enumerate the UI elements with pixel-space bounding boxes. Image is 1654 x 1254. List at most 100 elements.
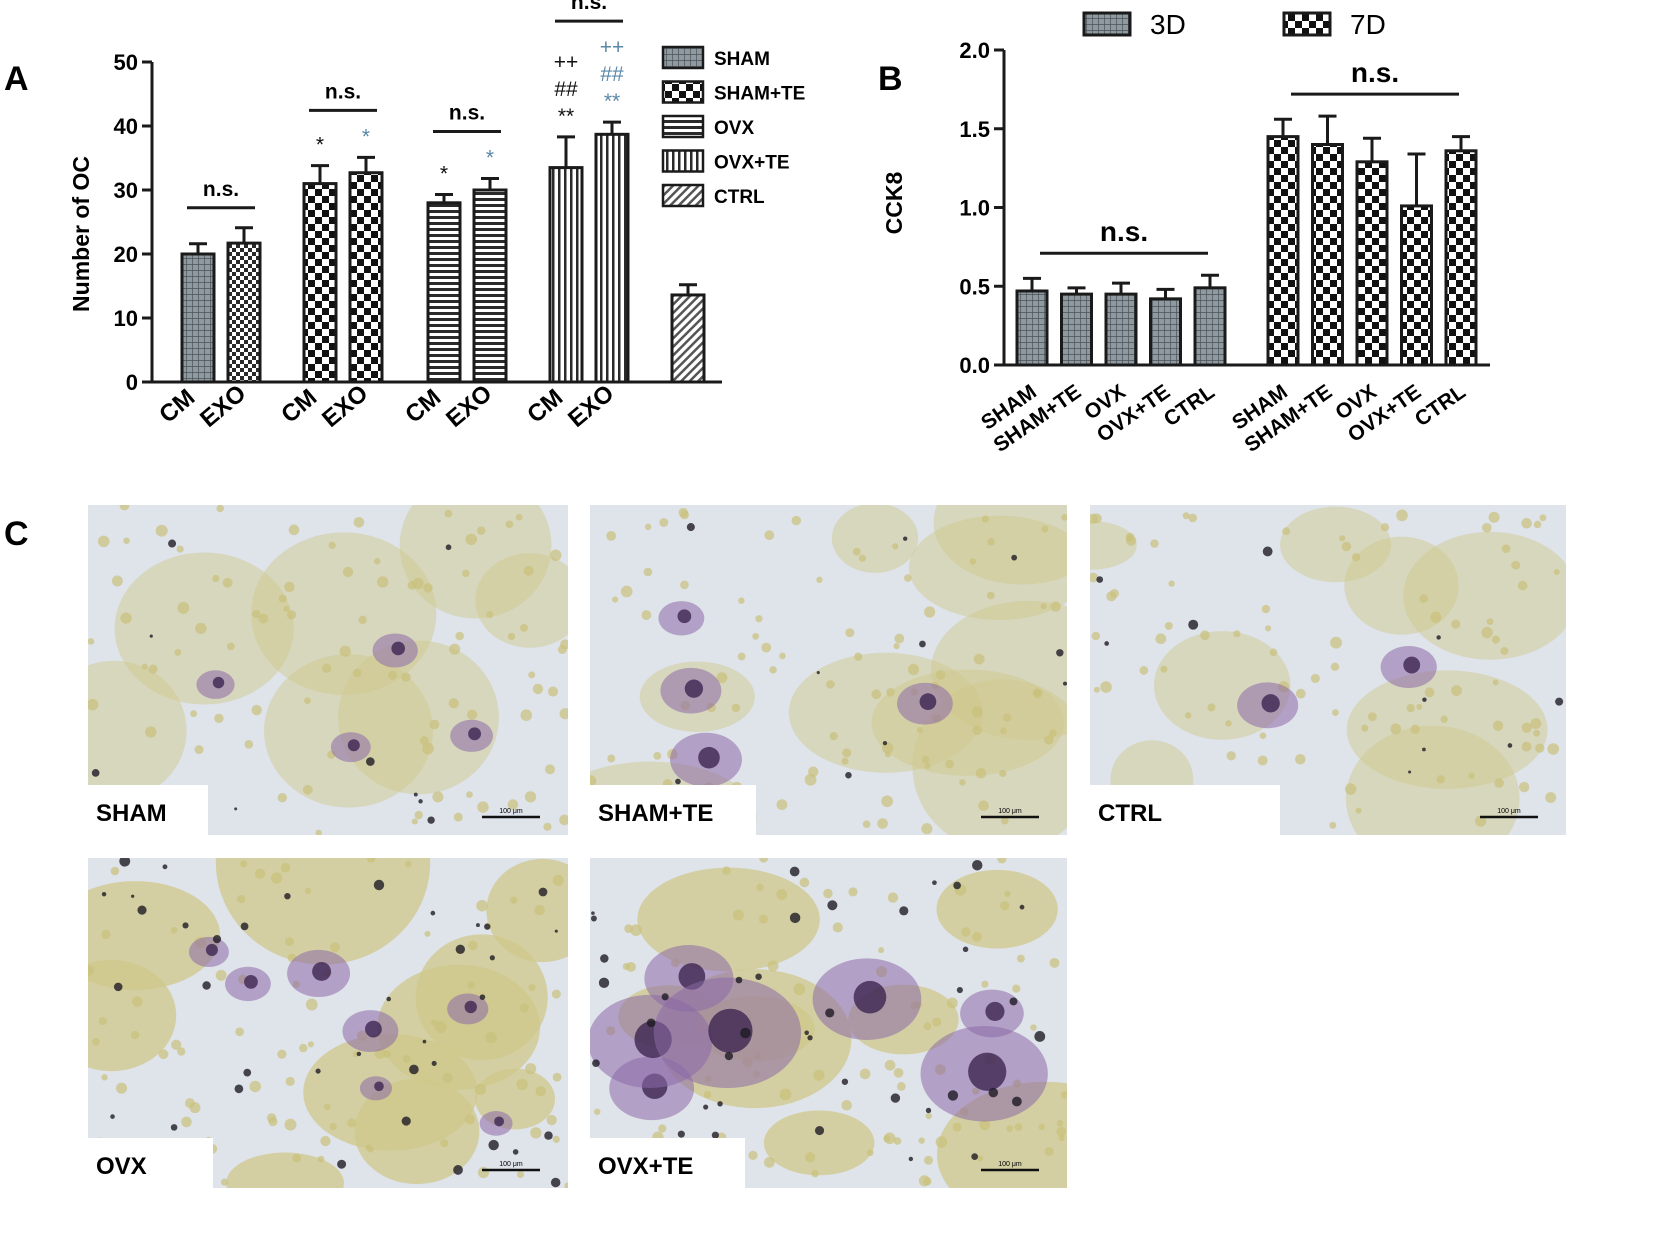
- scale-bar-label: 100 μm: [499, 1161, 523, 1168]
- cell: [883, 1135, 891, 1143]
- cell: [1518, 781, 1530, 793]
- debris: [953, 881, 961, 890]
- cell: [644, 523, 652, 531]
- cell: [1332, 709, 1339, 716]
- debris: [646, 1018, 656, 1028]
- cell: [532, 683, 544, 695]
- cell: [170, 926, 178, 934]
- debris: [550, 1177, 561, 1188]
- cell: [544, 764, 555, 775]
- chart-b-legend-swatch: [1282, 11, 1332, 37]
- cell: [1521, 722, 1532, 733]
- cell: [748, 1150, 758, 1160]
- cell: [1012, 984, 1021, 993]
- cell: [731, 703, 741, 713]
- cell: [975, 768, 987, 779]
- cell: [1488, 511, 1500, 523]
- cell-cluster: [475, 553, 568, 648]
- cell: [1486, 618, 1494, 625]
- cell: [535, 1086, 546, 1097]
- cell: [999, 769, 1007, 778]
- cell: [977, 1155, 984, 1162]
- cell: [1468, 772, 1475, 779]
- cell: [921, 823, 933, 835]
- cell: [358, 615, 367, 625]
- cell: [761, 642, 772, 653]
- chart-b-ytick-label: 2.0: [959, 38, 990, 63]
- cell: [738, 597, 745, 604]
- cell: [476, 526, 486, 535]
- cell: [546, 1114, 557, 1126]
- cell: [387, 670, 398, 680]
- cell: [1406, 703, 1415, 713]
- cell: [1000, 901, 1010, 911]
- cell: [330, 942, 340, 953]
- cell: [1091, 631, 1101, 641]
- debris: [170, 1124, 178, 1131]
- debris: [488, 1139, 499, 1151]
- debris: [717, 1101, 723, 1107]
- debris: [724, 1051, 734, 1061]
- cell: [1139, 666, 1149, 675]
- cell: [1261, 604, 1271, 614]
- cell: [466, 791, 473, 798]
- chart-a-ylabel: Number of OC: [68, 156, 94, 312]
- cell: [315, 829, 322, 835]
- cell: [755, 615, 763, 623]
- cell: [737, 652, 746, 661]
- cell: [249, 1080, 262, 1093]
- cell: [881, 795, 893, 808]
- stained-nucleus: [391, 641, 405, 656]
- debris: [1555, 697, 1564, 706]
- stained-nucleus: [853, 980, 887, 1014]
- cell: [620, 585, 633, 598]
- cell: [292, 1153, 302, 1163]
- cell: [779, 1088, 792, 1101]
- stained-nucleus: [677, 609, 692, 624]
- debris: [919, 640, 926, 648]
- cell: [1000, 727, 1007, 735]
- cell: [1295, 753, 1306, 765]
- cell: [476, 899, 488, 912]
- cell: [329, 1123, 337, 1131]
- debris: [890, 1093, 901, 1103]
- cell-cluster: [399, 505, 552, 619]
- chart-b-legend-label: 7D: [1350, 9, 1386, 40]
- cell: [866, 1149, 874, 1157]
- debris: [431, 1060, 437, 1066]
- chart-b-ylabel: CCK8: [881, 171, 907, 234]
- debris: [101, 891, 107, 897]
- cell: [959, 779, 966, 786]
- cell: [923, 1022, 932, 1031]
- cell: [1056, 1126, 1067, 1137]
- cell: [277, 793, 288, 803]
- cell-cluster: [831, 505, 919, 573]
- debris: [1009, 997, 1018, 1006]
- chart-b-bar: [1104, 292, 1138, 367]
- chart-a-significance-mark: ##: [600, 63, 624, 86]
- cell-cluster: [1346, 670, 1548, 789]
- cell: [981, 515, 990, 523]
- cell: [769, 666, 777, 674]
- cell: [1451, 619, 1461, 629]
- debris: [703, 1104, 709, 1110]
- cell: [222, 577, 233, 588]
- cell: [278, 594, 287, 603]
- cell: [1040, 603, 1047, 610]
- cell: [764, 530, 775, 541]
- cell: [841, 1100, 852, 1111]
- cell: [624, 924, 634, 933]
- chart-b-xtick-label: CTRL: [1160, 380, 1219, 431]
- cell: [767, 960, 779, 972]
- cell: [1182, 512, 1190, 520]
- cell: [525, 1063, 537, 1075]
- debris: [413, 792, 418, 797]
- cell: [552, 1135, 560, 1143]
- cell: [190, 710, 198, 718]
- cell: [559, 814, 568, 826]
- cell: [1351, 552, 1361, 562]
- stained-nucleus: [968, 1052, 1007, 1091]
- debris: [592, 1059, 600, 1068]
- micrograph-label-box: [590, 1138, 745, 1188]
- cell: [88, 638, 95, 645]
